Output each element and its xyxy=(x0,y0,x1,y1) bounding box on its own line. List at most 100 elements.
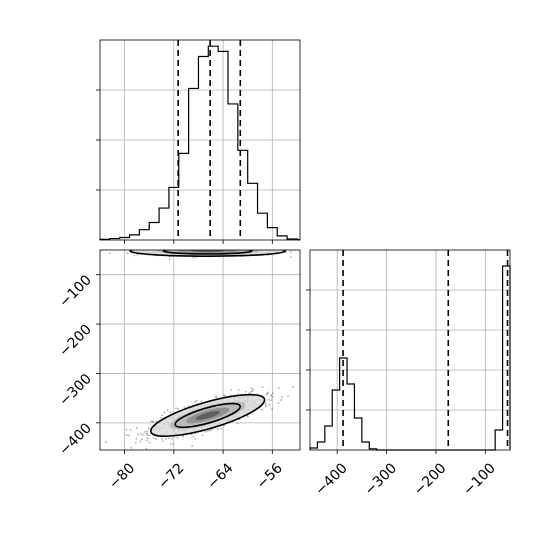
scatter-point xyxy=(142,247,144,249)
scatter-point xyxy=(129,429,132,431)
contour-line xyxy=(150,393,266,437)
scatter-point xyxy=(183,245,185,247)
x-tick-label: −56 xyxy=(254,460,286,492)
y-tick-label: −400 xyxy=(56,420,95,459)
y-tick-label: −100 xyxy=(56,272,95,311)
scatter-point xyxy=(266,392,269,395)
scatter-point xyxy=(242,247,244,249)
scatter-point xyxy=(204,248,206,250)
scatter-point xyxy=(261,246,263,248)
joint-contours xyxy=(129,250,287,437)
scatter-point xyxy=(206,430,209,432)
contour-line xyxy=(174,402,241,429)
scatter-point xyxy=(265,248,267,250)
scatter-point xyxy=(161,414,164,417)
scatter-point xyxy=(193,247,195,249)
scatter-point xyxy=(139,433,142,436)
x-tick-label: −100 xyxy=(460,460,499,499)
scatter-point xyxy=(236,422,239,425)
scatter-point xyxy=(194,247,196,249)
scatter-point xyxy=(206,248,208,250)
x-tick-label: −200 xyxy=(411,460,450,499)
scatter-point xyxy=(212,248,214,250)
marginal-y-hist-step xyxy=(309,265,511,451)
marginal-y-quantiles xyxy=(342,250,509,450)
joint-scatter-panel: −80 −72 −64 −56 −100 −200 −300 −400 xyxy=(56,242,301,493)
scatter-point xyxy=(181,248,183,250)
marginal-x-quantiles xyxy=(177,40,242,240)
scatter-point xyxy=(165,438,167,441)
scatter-point xyxy=(202,246,204,248)
scatter-point xyxy=(176,436,179,439)
scatter-point xyxy=(211,246,213,248)
y-tick-label: −300 xyxy=(56,371,95,410)
scatter-point xyxy=(245,248,247,250)
scatter-point xyxy=(144,431,146,433)
scatter-point xyxy=(168,258,171,261)
scatter-point xyxy=(148,441,151,444)
scatter-point xyxy=(212,248,214,250)
marginal-x-frame xyxy=(99,39,301,241)
scatter-point xyxy=(186,246,188,248)
scatter-point xyxy=(78,247,80,249)
scatter-point xyxy=(142,433,144,436)
scatter-point xyxy=(216,248,218,250)
scatter-point xyxy=(220,248,222,250)
scatter-point xyxy=(148,427,150,430)
scatter-point xyxy=(133,254,136,257)
scatter-point xyxy=(201,434,204,437)
scatter-point xyxy=(174,248,176,250)
scatter-point xyxy=(271,407,274,410)
scatter-point xyxy=(145,432,148,435)
scatter-point xyxy=(217,245,219,247)
scatter-point xyxy=(177,407,180,410)
scatter-point xyxy=(203,248,205,250)
scatter-point xyxy=(277,387,280,390)
joint-ticks: −80 −72 −64 −56 −100 −200 −300 −400 xyxy=(56,272,286,492)
scatter-point xyxy=(230,389,232,391)
scatter-point xyxy=(109,252,111,255)
scatter-point xyxy=(156,246,158,248)
scatter-point xyxy=(198,245,200,247)
scatter-point xyxy=(140,438,143,441)
scatter-point xyxy=(194,438,197,441)
scatter-point xyxy=(271,396,274,399)
scatter-point xyxy=(213,246,215,248)
scatter-point xyxy=(193,400,196,403)
scatter-point xyxy=(292,385,295,388)
scatter-point xyxy=(163,245,165,247)
scatter-point xyxy=(289,256,292,259)
scatter-point xyxy=(268,248,270,250)
scatter-point xyxy=(231,246,233,248)
scatter-point xyxy=(204,246,206,248)
scatter-point xyxy=(243,247,245,249)
joint-frame xyxy=(99,249,301,451)
scatter-point xyxy=(127,434,130,437)
scatter-point xyxy=(200,400,203,403)
scatter-point xyxy=(223,424,226,427)
y-tick-label: −200 xyxy=(56,322,95,361)
scatter-point xyxy=(150,247,152,249)
scatter-point xyxy=(195,256,198,259)
scatter-point xyxy=(200,246,202,248)
joint-density xyxy=(130,250,286,437)
scatter-point xyxy=(150,246,152,248)
marginal-x-hist-step xyxy=(99,45,301,241)
scatter-point xyxy=(222,394,225,397)
scatter-point xyxy=(155,438,157,441)
scatter-point xyxy=(178,246,180,248)
marginal-y-grid xyxy=(310,250,510,450)
scatter-point xyxy=(203,247,205,249)
scatter-point xyxy=(272,392,274,395)
scatter-point xyxy=(233,247,235,249)
scatter-point xyxy=(285,251,287,254)
scatter-point xyxy=(224,394,226,397)
scatter-point xyxy=(152,421,155,424)
scatter-point xyxy=(270,394,273,397)
scatter-point xyxy=(191,242,193,244)
scatter-point xyxy=(207,248,209,250)
scatter-point xyxy=(230,245,232,247)
scatter-point xyxy=(183,406,186,409)
scatter-point xyxy=(199,248,201,250)
